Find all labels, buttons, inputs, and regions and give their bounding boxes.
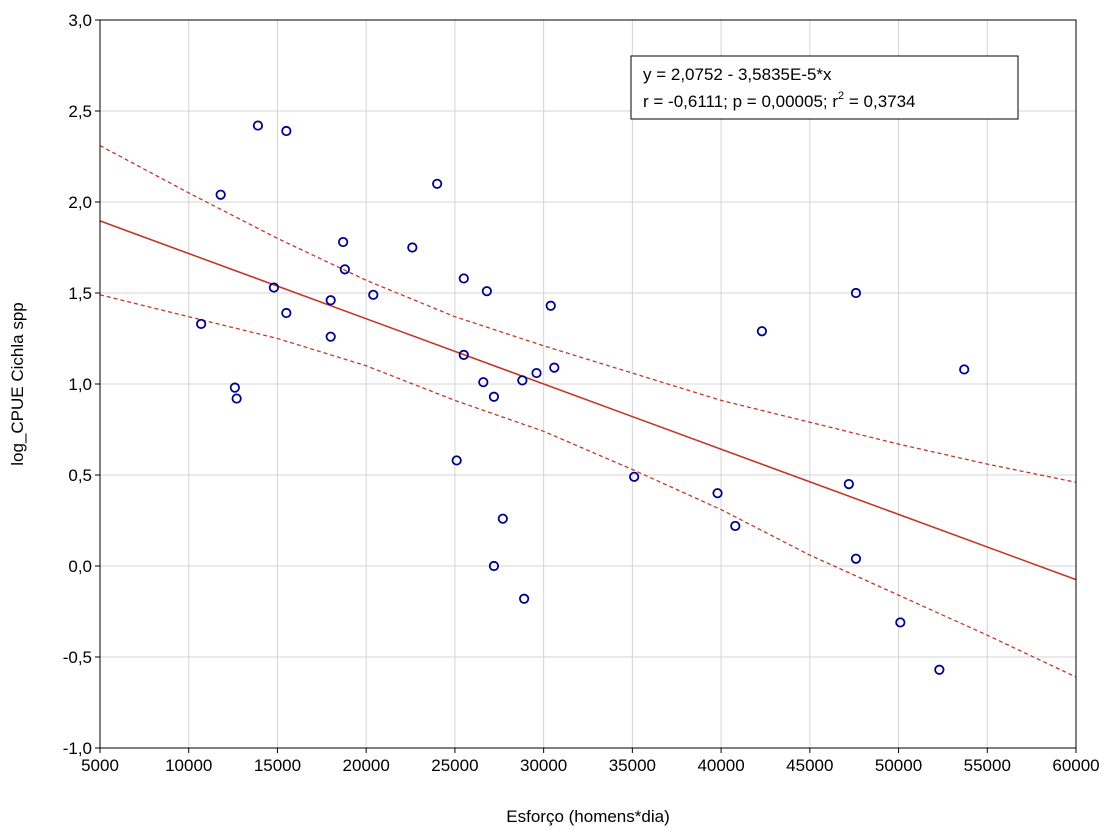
data-point <box>488 391 500 402</box>
data-point <box>368 289 379 300</box>
x-tick-label: 55000 <box>964 756 1011 775</box>
x-tick-label: 45000 <box>786 756 833 775</box>
y-tick-label: 2,0 <box>68 193 92 212</box>
data-point <box>756 326 768 337</box>
data-point <box>451 455 462 466</box>
data-point <box>959 364 970 375</box>
confidence-band <box>99 145 1077 678</box>
data-point <box>325 331 336 342</box>
annotation-r2-superscript: 2 <box>838 90 844 102</box>
x-tick-label: 40000 <box>697 756 744 775</box>
x-tick-label: 50000 <box>875 756 922 775</box>
annotation-box <box>630 55 1019 120</box>
data-point <box>850 287 862 299</box>
annotation-statistics: r = -0,6111; p = 0,00005; r2 = 0,3734 <box>643 90 916 111</box>
y-tick-label: 1,0 <box>68 375 92 394</box>
data-point <box>458 349 469 360</box>
x-tick-label: 35000 <box>609 756 656 775</box>
y-tick-label: 2,5 <box>68 102 92 121</box>
y-tick-label: 0,5 <box>68 466 92 485</box>
data-point <box>488 560 500 572</box>
data-point <box>268 282 280 293</box>
data-point <box>325 295 336 306</box>
data-point <box>519 593 530 604</box>
x-tick-label: 30000 <box>520 756 567 775</box>
data-point <box>478 377 489 388</box>
data-point <box>730 520 741 532</box>
data-point <box>407 242 418 253</box>
data-point <box>432 178 443 189</box>
data-point <box>281 307 292 319</box>
data-points <box>196 120 970 675</box>
x-tick-label: 25000 <box>431 756 478 775</box>
annotation-stats-suffix: = 0,3734 <box>844 92 915 111</box>
data-point <box>850 553 862 564</box>
x-tick-label: 60000 <box>1052 756 1099 775</box>
data-point <box>196 318 207 330</box>
data-point <box>629 471 640 482</box>
data-point <box>545 300 556 311</box>
confidence-band-upper <box>99 145 1077 483</box>
x-axis-ticks: 5000 10000 15000 20000 25000 30000 35000 40000 4… <box>81 748 1100 775</box>
annotation-equation: y = 2,0752 - 3,5835E-5*x <box>643 65 832 84</box>
data-point <box>517 375 528 386</box>
regression-annotation: y = 2,0752 - 3,5835E-5*x r = -0,6111; p … <box>630 55 1019 120</box>
data-point <box>497 513 508 524</box>
data-point <box>934 664 945 675</box>
y-axis-label: log_CPUE Cichla spp <box>8 302 27 465</box>
annotation-stats-prefix: r = -0,6111; p = 0,00005; r <box>643 92 838 111</box>
data-point <box>843 478 854 490</box>
y-axis-ticks: -1,0 -0,5 0,0 0,5 1,0 1,5 2,0 2,5 3,0 <box>63 11 100 758</box>
data-point <box>481 286 492 297</box>
data-point <box>531 367 542 379</box>
data-point <box>549 362 560 373</box>
grid-lines <box>99 19 1077 749</box>
y-tick-label: 0,0 <box>68 557 92 576</box>
y-tick-label: -1,0 <box>63 739 92 758</box>
data-point <box>215 189 226 200</box>
confidence-band-lower <box>99 294 1077 678</box>
data-point <box>281 125 292 137</box>
regression-line-group <box>99 220 1077 581</box>
data-point <box>458 273 469 284</box>
y-tick-label: -0,5 <box>63 648 92 667</box>
y-tick-label: 1,5 <box>68 284 92 303</box>
data-point <box>252 120 264 131</box>
data-point <box>231 393 242 404</box>
regression-line <box>99 220 1077 581</box>
data-point <box>229 382 240 393</box>
x-axis-label: Esforço (homens*dia) <box>506 807 669 826</box>
data-point <box>712 488 723 499</box>
x-tick-label: 5000 <box>81 756 119 775</box>
x-tick-label: 15000 <box>254 756 301 775</box>
data-point <box>895 617 906 628</box>
data-point <box>339 264 350 275</box>
x-tick-label: 20000 <box>343 756 390 775</box>
x-tick-label: 10000 <box>165 756 212 775</box>
y-tick-label: 3,0 <box>68 11 92 30</box>
data-point <box>338 236 349 248</box>
